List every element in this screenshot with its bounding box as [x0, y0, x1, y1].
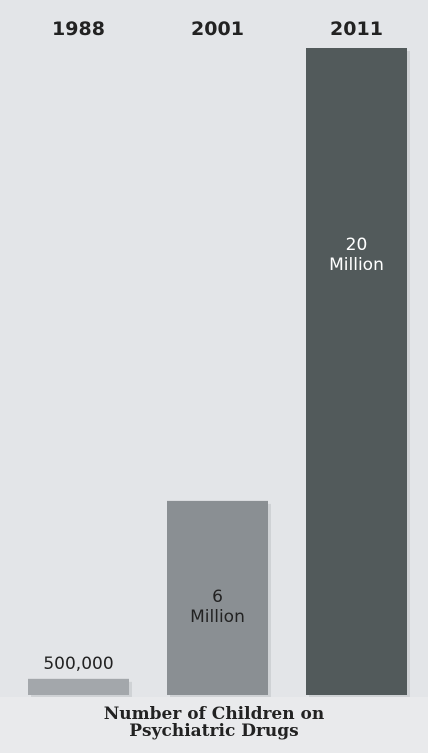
value-label-2011-line-2: Million — [329, 255, 384, 275]
category-label-2011: 2011 — [330, 18, 383, 40]
caption-line-2: Psychiatric Drugs — [129, 721, 299, 741]
bar-2001 — [167, 500, 268, 695]
value-label-1988-line-1: 500,000 — [43, 654, 113, 674]
category-label-1988: 1988 — [52, 18, 105, 40]
bar-2011 — [306, 48, 407, 695]
value-label-2011-line-1: 20 — [346, 235, 368, 255]
caption-line-1: Number of Children on — [103, 704, 325, 724]
value-label-2001-line-1: 6 — [212, 587, 223, 607]
chart-caption: Number of Children on Psychiatric Drugs — [0, 706, 428, 740]
category-label-2001: 2001 — [191, 18, 244, 40]
bar-1988 — [28, 678, 129, 695]
value-label-2001-line-2: Million — [190, 607, 245, 627]
